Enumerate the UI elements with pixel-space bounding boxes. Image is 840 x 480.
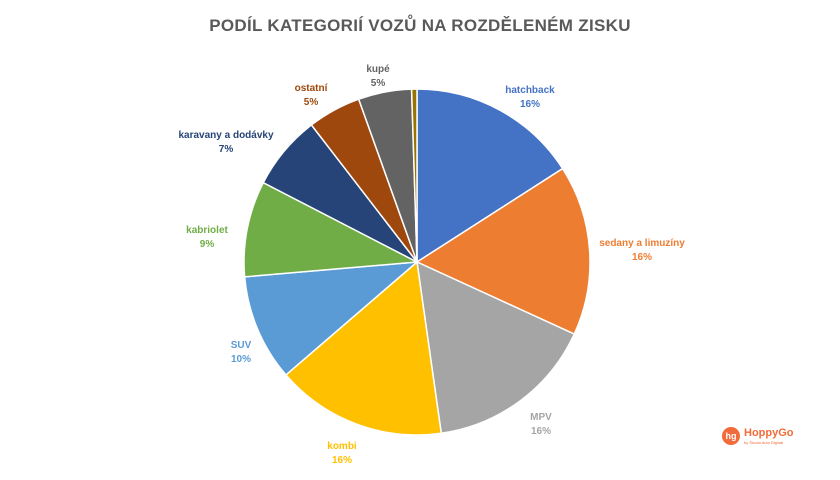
- slice-label: karavany a dodávky: [178, 130, 273, 141]
- slice-value-label: 7%: [219, 144, 234, 155]
- chart-title: PODÍL KATEGORIÍ VOZŮ NA ROZDĚLENÉM ZISKU: [209, 16, 631, 35]
- pie-slice-hatchback: [416, 88, 564, 264]
- slice-label: SUV: [231, 340, 252, 351]
- pie-slice-SUV: [243, 261, 420, 376]
- pie-slice-other: [410, 88, 418, 263]
- slice-value-label: 10%: [231, 354, 251, 365]
- slice-label: ostatní: [295, 83, 329, 94]
- slice-label: sedany a limuzíny: [599, 238, 685, 249]
- hoppygo-logo-tagline: by Škoda Auto Digilab: [744, 440, 784, 445]
- slice-value-label: 16%: [531, 426, 551, 437]
- slice-label: kabriolet: [186, 225, 228, 236]
- slice-value-label: 16%: [332, 455, 352, 466]
- slice-value-label: 16%: [632, 252, 652, 263]
- hoppygo-logo-text: HoppyGo: [744, 427, 794, 439]
- pie-slice-sedany-a-limuzíny: [415, 167, 591, 336]
- hoppygo-logo: hg HoppyGo by Škoda Auto Digilab: [722, 426, 812, 450]
- pie-slice-kombi: [284, 260, 443, 436]
- pie-slice-MPV: [416, 260, 576, 435]
- slice-value-label: 16%: [520, 99, 540, 110]
- slice-value-label: 9%: [200, 239, 215, 250]
- slice-value-label: 5%: [304, 97, 319, 108]
- slice-value-label: 5%: [371, 78, 386, 89]
- slice-label: kombi: [327, 441, 357, 452]
- slice-label: hatchback: [505, 85, 555, 96]
- pie-slice-kabriolet: [243, 181, 420, 278]
- slice-label: kupé: [366, 64, 390, 75]
- slice-label: MPV: [530, 412, 552, 423]
- hoppygo-logo-icon: hg: [722, 427, 740, 445]
